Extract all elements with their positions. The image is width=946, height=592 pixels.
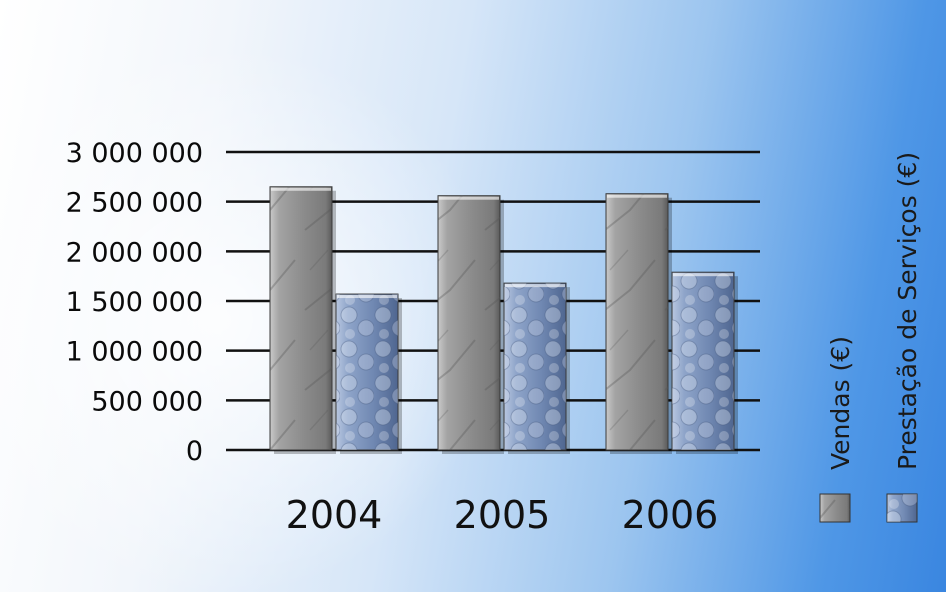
bar-vendas-2005 — [437, 195, 504, 454]
y-tick-label: 2 500 000 — [66, 188, 203, 219]
y-tick-label: 1 000 000 — [66, 337, 203, 368]
x-tick-label: 2004 — [286, 493, 383, 537]
bars — [269, 186, 738, 454]
legend-item-vendas: Vendas (€) — [819, 336, 855, 523]
legend-item-prestacao: Prestação de Serviços (€) — [886, 152, 922, 523]
y-tick-label: 3 000 000 — [66, 138, 203, 169]
x-axis: 2004 2005 2006 — [286, 493, 719, 537]
bar-highlight — [505, 284, 565, 288]
bar-prestacao-2006 — [671, 271, 738, 454]
bar-highlight — [673, 273, 733, 277]
bar-texture — [672, 272, 734, 450]
legend-swatch-texture — [820, 494, 850, 522]
bar-prestacao-2005 — [503, 282, 570, 454]
x-tick-label: 2006 — [622, 493, 719, 537]
x-tick-label: 2005 — [454, 493, 551, 537]
bar-vendas-2006 — [605, 193, 672, 454]
y-tick-label: 1 500 000 — [66, 287, 203, 318]
y-tick-label: 2 000 000 — [66, 237, 203, 268]
legend-swatch-texture — [887, 494, 917, 522]
background-glow — [0, 40, 500, 592]
y-axis: 0 500 000 1 000 000 1 500 000 2 000 000 2 500… — [66, 138, 203, 467]
legend-label: Prestação de Serviços (€) — [893, 152, 922, 470]
bar-prestacao-2004 — [335, 293, 402, 454]
bar-highlight — [337, 295, 397, 299]
bar-texture — [336, 294, 398, 450]
bar-highlight — [607, 194, 667, 198]
bar-vendas-2004 — [269, 186, 336, 454]
bar-texture — [606, 193, 668, 450]
bar-texture — [438, 195, 500, 450]
y-tick-label: 0 — [186, 436, 203, 467]
bar-highlight — [439, 196, 499, 200]
bar-highlight — [271, 187, 331, 191]
bar-texture — [270, 186, 332, 450]
legend-label: Vendas (€) — [826, 336, 855, 470]
bar-texture — [504, 283, 566, 450]
y-tick-label: 500 000 — [91, 386, 203, 417]
legend: Vendas (€) Prestação de Serviços (€) — [819, 152, 922, 523]
